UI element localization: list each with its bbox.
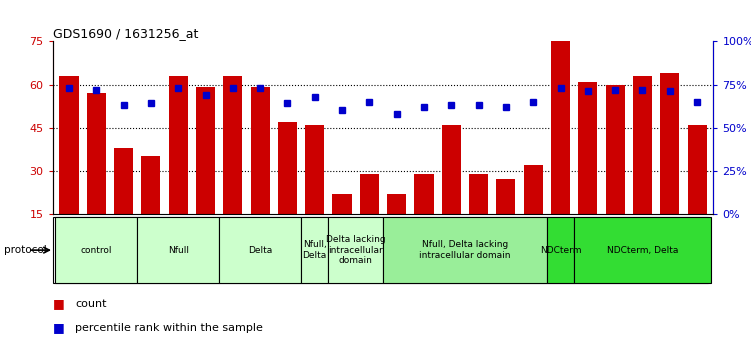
Text: ■: ■: [53, 321, 65, 334]
Bar: [333, 194, 351, 257]
Text: ■: ■: [53, 297, 65, 310]
Bar: [415, 174, 433, 257]
Bar: [196, 87, 215, 257]
Bar: [59, 76, 79, 257]
Text: control: control: [80, 246, 112, 255]
Text: percentile rank within the sample: percentile rank within the sample: [75, 323, 263, 333]
Bar: [523, 165, 543, 257]
Bar: [383, 217, 547, 283]
Bar: [169, 76, 188, 257]
Bar: [305, 125, 324, 257]
Text: count: count: [75, 299, 107, 308]
Text: Delta: Delta: [248, 246, 273, 255]
Text: GDS1690 / 1631256_at: GDS1690 / 1631256_at: [53, 27, 198, 40]
Bar: [223, 76, 243, 257]
Text: Nfull: Nfull: [167, 246, 189, 255]
Text: Nfull,
Delta: Nfull, Delta: [303, 240, 327, 260]
Bar: [469, 174, 488, 257]
Bar: [578, 82, 597, 257]
Text: Delta lacking
intracellular
domain: Delta lacking intracellular domain: [326, 235, 385, 265]
Bar: [251, 87, 270, 257]
Text: NDCterm, Delta: NDCterm, Delta: [607, 246, 678, 255]
Bar: [605, 85, 625, 257]
Bar: [137, 217, 219, 283]
Bar: [660, 73, 680, 257]
Bar: [387, 194, 406, 257]
Text: NDCterm: NDCterm: [540, 246, 581, 255]
Bar: [575, 217, 710, 283]
Bar: [219, 217, 301, 283]
Bar: [301, 217, 328, 283]
Bar: [141, 156, 161, 257]
Bar: [442, 125, 461, 257]
Bar: [328, 217, 383, 283]
Bar: [86, 93, 106, 257]
Text: Nfull, Delta lacking
intracellular domain: Nfull, Delta lacking intracellular domai…: [419, 240, 511, 260]
Bar: [114, 148, 133, 257]
Bar: [687, 125, 707, 257]
Bar: [547, 217, 575, 283]
Bar: [56, 217, 137, 283]
Bar: [551, 41, 570, 257]
Bar: [633, 76, 652, 257]
Bar: [360, 174, 379, 257]
Bar: [278, 122, 297, 257]
Bar: [496, 179, 515, 257]
Text: protocol: protocol: [4, 245, 47, 255]
